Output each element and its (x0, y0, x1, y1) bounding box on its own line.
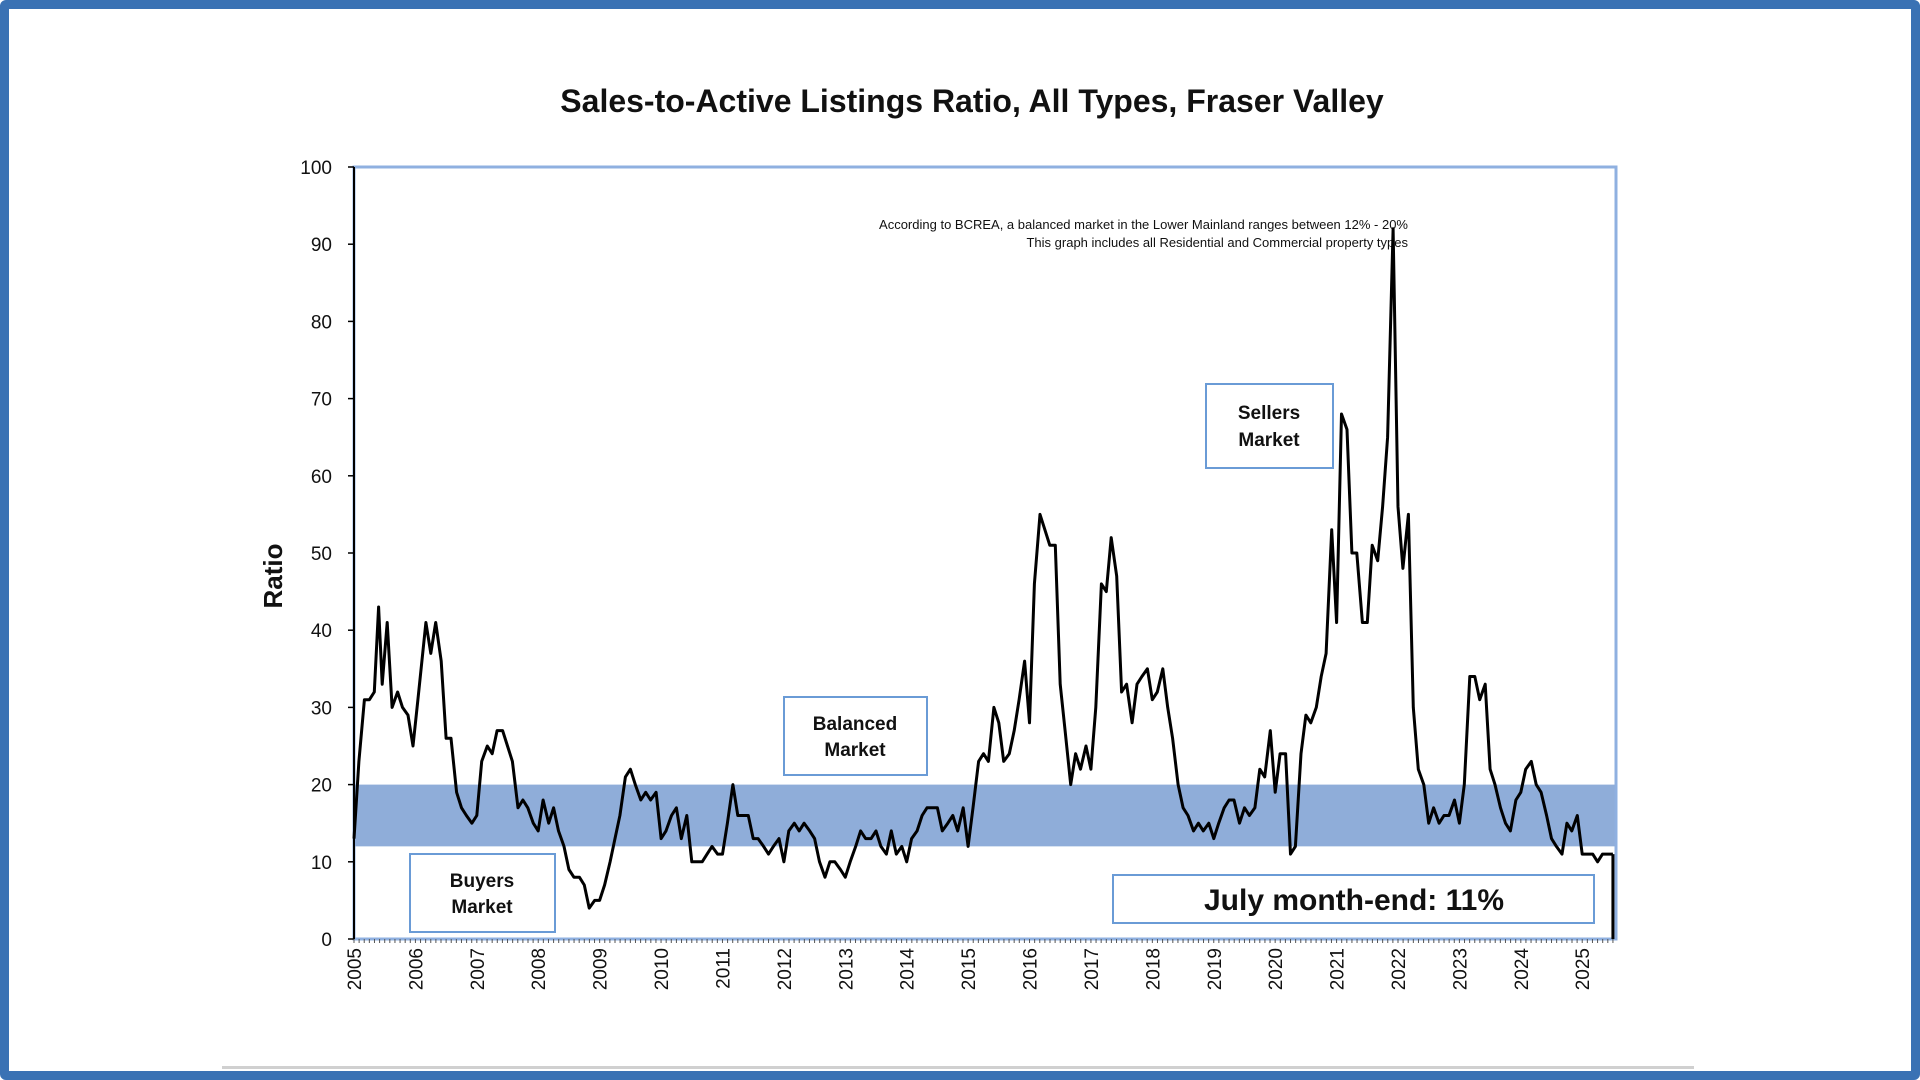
x-tick-label: 2006 (406, 948, 427, 990)
x-tick-label: 2023 (1450, 948, 1471, 990)
balanced-market-label-line1: Balanced (813, 714, 897, 735)
y-tick-label: 70 (311, 390, 332, 411)
x-tick-label: 2012 (775, 948, 796, 990)
x-tick-label: 2008 (529, 948, 550, 990)
bottom-divider (222, 1066, 1694, 1069)
x-tick-label: 2020 (1266, 948, 1287, 990)
x-axis-ticks: 2005 2006 2007 2008 2009 2010 2011 2012 2013 2014… (345, 939, 1614, 991)
x-tick-label: 2024 (1512, 948, 1533, 991)
x-tick-label: 2016 (1021, 948, 1042, 990)
buyers-market-box: Buyers Market (409, 853, 556, 933)
y-tick-label: 60 (311, 467, 332, 488)
y-tick-label: 10 (311, 853, 332, 874)
buyers-market-label-line2: Market (451, 897, 513, 918)
buyers-market-label-line1: Buyers (450, 871, 514, 892)
x-tick-label: 2015 (959, 948, 980, 990)
x-tick-label: 2021 (1328, 948, 1349, 990)
y-tick-label: 30 (311, 698, 332, 719)
july-callout-box: July month-end: 11% (1112, 874, 1595, 924)
sellers-market-label-line1: Sellers (1238, 403, 1300, 424)
y-tick-label: 40 (311, 621, 332, 642)
y-tick-label: 0 (321, 930, 332, 951)
y-tick-label: 100 (300, 158, 332, 179)
x-tick-label: 2019 (1205, 948, 1226, 990)
balanced-market-band (354, 784, 1616, 847)
x-tick-label: 2011 (713, 948, 734, 989)
x-tick-label: 2014 (898, 948, 919, 991)
x-tick-label: 2022 (1389, 948, 1410, 990)
x-tick-label: 2025 (1573, 948, 1594, 990)
x-tick-label: 2013 (836, 948, 857, 990)
balanced-market-label-line2: Market (824, 740, 886, 761)
y-tick-label: 90 (311, 235, 332, 256)
x-tick-label: 2005 (345, 948, 366, 990)
sellers-market-box: Sellers Market (1205, 383, 1334, 469)
balanced-market-box: Balanced Market (783, 696, 928, 776)
sellers-market-label-line2: Market (1238, 430, 1300, 451)
x-tick-label: 2007 (468, 948, 489, 990)
bcrea-note: According to BCREA, a balanced market in… (879, 217, 1408, 232)
july-callout-text: July month-end: 11% (1204, 884, 1504, 917)
property-types-note: This graph includes all Residential and … (1026, 235, 1408, 250)
y-axis-label: Ratio (258, 544, 288, 609)
x-tick-label: 2010 (652, 948, 673, 990)
x-tick-label: 2018 (1143, 948, 1164, 990)
chart-title: Sales-to-Active Listings Ratio, All Type… (560, 83, 1384, 119)
y-tick-label: 50 (311, 544, 332, 565)
y-tick-label: 80 (311, 312, 332, 333)
x-tick-label: 2017 (1082, 948, 1103, 990)
y-axis-ticks: 0 10 20 30 40 50 60 70 80 90 100 (300, 158, 354, 951)
x-tick-label: 2009 (591, 948, 612, 990)
series-line (352, 227, 1613, 910)
y-tick-label: 20 (311, 776, 332, 797)
